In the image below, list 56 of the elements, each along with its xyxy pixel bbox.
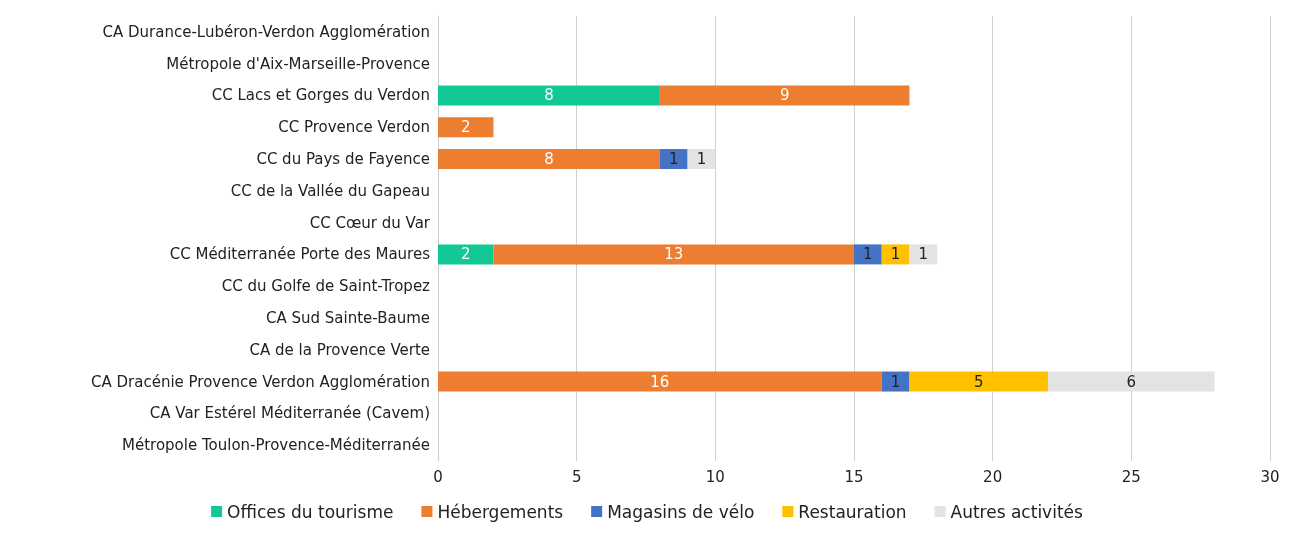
- data-label: 9: [779, 86, 790, 105]
- x-tick-label: 25: [1121, 467, 1141, 486]
- y-tick-label: Métropole d'Aix-Marseille-Provence: [166, 54, 430, 73]
- y-tick-label: CA Sud Sainte-Baume: [265, 308, 430, 327]
- bar: [1048, 371, 1215, 392]
- legend-label: Restauration: [798, 501, 907, 522]
- bar: [881, 244, 910, 265]
- bar: [881, 371, 910, 392]
- data-label: 1: [696, 150, 707, 169]
- data-label: 5: [974, 372, 984, 391]
- bar: [659, 85, 910, 106]
- data-label: 6: [1126, 372, 1137, 391]
- y-tick-label: CC Cœur du Var: [309, 213, 431, 232]
- data-label: 1: [863, 245, 873, 264]
- data-label: 1: [890, 245, 901, 264]
- bar: [659, 149, 688, 170]
- bar: [909, 244, 938, 265]
- y-tick-label: CA Dracénie Provence Verdon Agglomération: [91, 372, 430, 391]
- bar: [438, 117, 494, 138]
- legend-label: Hébergements: [437, 501, 564, 522]
- data-label: 1: [668, 150, 679, 169]
- legend-label: Autres activités: [950, 501, 1084, 522]
- x-tick-label: 10: [705, 467, 725, 486]
- data-label: 8: [544, 150, 554, 169]
- bar: [438, 149, 660, 170]
- x-tick-label: 5: [571, 467, 582, 486]
- y-tick-label: Métropole Toulon-Provence-Méditerranée: [122, 436, 430, 455]
- bar: [438, 244, 494, 265]
- bar: [854, 244, 882, 265]
- y-tick-label: CC du Pays de Fayence: [256, 150, 430, 169]
- x-tick-label: 15: [844, 467, 864, 486]
- y-tick-label: CA de la Provence Verte: [249, 340, 430, 359]
- legend-label: Offices du tourisme: [227, 501, 394, 522]
- data-label: 13: [664, 245, 684, 264]
- bar: [438, 85, 660, 106]
- legend-label: Magasins de vélo: [607, 501, 755, 522]
- y-tick-label: CA Var Estérel Méditerranée (Cavem): [149, 404, 430, 423]
- data-label: 16: [650, 372, 670, 391]
- data-label: 2: [460, 118, 471, 137]
- x-tick-label: 20: [983, 467, 1003, 486]
- data-label: 8: [544, 86, 554, 105]
- y-tick-label: CC Méditerranée Porte des Maures: [169, 245, 431, 264]
- data-label: 2: [460, 245, 471, 264]
- y-tick-label: CC du Golfe de Saint-Tropez: [221, 277, 431, 296]
- x-tick-label: 0: [433, 467, 443, 486]
- bar: [493, 244, 854, 265]
- bar: [909, 371, 1049, 392]
- y-tick-label: CA Durance-Lubéron-Verdon Agglomération: [102, 22, 430, 41]
- y-tick-label: CC de la Vallée du Gapeau: [230, 181, 430, 200]
- bar: [687, 149, 716, 170]
- y-tick-label: CC Provence Verdon: [278, 118, 430, 137]
- x-tick-label: 30: [1260, 467, 1280, 486]
- data-label: 1: [890, 372, 901, 391]
- bar: [438, 371, 882, 392]
- data-label: 1: [918, 245, 929, 264]
- y-tick-label: CC Lacs et Gorges du Verdon: [211, 86, 430, 105]
